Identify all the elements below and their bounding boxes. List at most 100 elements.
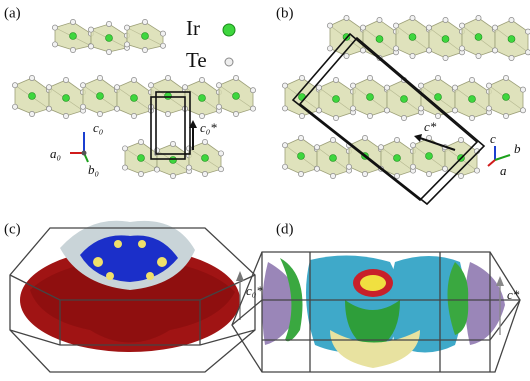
ir-atom — [298, 153, 305, 160]
annotation: c* — [507, 287, 520, 302]
te-atom — [114, 106, 119, 111]
te-atom — [216, 83, 221, 88]
te-atom — [384, 85, 389, 90]
te-atom — [503, 113, 508, 118]
te-atom — [452, 85, 457, 90]
te-atom — [202, 171, 207, 176]
te-atom — [298, 171, 303, 176]
te-atom — [435, 75, 440, 80]
ir-atom — [367, 94, 374, 101]
te-atom — [316, 85, 321, 90]
panel-label: (d) — [276, 221, 294, 237]
te-atom — [282, 143, 287, 148]
te-atom — [186, 165, 191, 170]
te-atom — [12, 83, 17, 88]
te-atom — [216, 104, 221, 109]
ir-atom — [29, 93, 36, 100]
te-atom — [148, 83, 153, 88]
ir-atom — [202, 155, 209, 162]
ir-atom — [426, 153, 433, 160]
te-atom — [46, 85, 51, 90]
ir-atom — [376, 36, 383, 43]
te-atom — [410, 143, 415, 148]
te-atom — [52, 25, 57, 30]
te-atom — [346, 164, 351, 169]
te-atom — [330, 137, 335, 142]
axis-glyph-a — [70, 132, 88, 162]
ir-atom — [170, 157, 177, 164]
te-atom — [458, 173, 463, 178]
te-atom — [124, 42, 129, 47]
ir-atom — [106, 35, 113, 42]
te-atom — [426, 25, 431, 30]
te-atom — [202, 139, 207, 144]
te-atom — [509, 55, 514, 60]
te-atom — [138, 139, 143, 144]
te-atom — [426, 48, 431, 53]
ir-atom — [394, 155, 401, 162]
ir-atom — [333, 96, 340, 103]
te-atom — [394, 173, 399, 178]
te-atom — [97, 111, 102, 116]
te-atom — [170, 141, 175, 146]
te-atom — [12, 104, 17, 109]
te-legend-marker — [225, 58, 233, 66]
ir-legend-marker — [223, 24, 235, 36]
te-atom — [327, 46, 332, 51]
axis-label: c₀ — [93, 120, 103, 135]
te-atom — [233, 75, 238, 80]
ir-atom — [233, 93, 240, 100]
te-atom — [170, 173, 175, 178]
te-atom — [314, 145, 319, 150]
ir-atom — [475, 34, 482, 41]
te-atom — [503, 75, 508, 80]
te-atom — [492, 48, 497, 53]
te-atom — [199, 113, 204, 118]
te-atom — [458, 137, 463, 142]
te-atom — [410, 53, 415, 58]
te-atom — [165, 75, 170, 80]
te-atom — [282, 164, 287, 169]
te-atom — [250, 106, 255, 111]
axis-label: b — [514, 141, 521, 156]
te-atom — [384, 108, 389, 113]
ir-atom — [63, 95, 70, 102]
te-atom — [520, 108, 525, 113]
te-atom — [377, 17, 382, 22]
te-atom — [344, 53, 349, 58]
te-atom — [442, 166, 447, 171]
te-atom — [63, 113, 68, 118]
te-atom — [367, 113, 372, 118]
te-atom — [131, 113, 136, 118]
te-atom — [218, 151, 223, 156]
te-atom — [418, 106, 423, 111]
axis-label: b₀ — [88, 162, 99, 177]
te-atom — [282, 106, 287, 111]
te-atom — [443, 55, 448, 60]
te-atom — [29, 75, 34, 80]
te-atom — [165, 111, 170, 116]
te-atom — [160, 43, 165, 48]
te-atom — [486, 83, 491, 88]
te-atom — [154, 148, 159, 153]
te-atom — [124, 25, 129, 30]
te-atom — [154, 167, 159, 172]
ir-atom — [508, 36, 515, 43]
te-atom — [218, 167, 223, 172]
te-atom — [327, 23, 332, 28]
te-atom — [443, 17, 448, 22]
te-atom — [233, 111, 238, 116]
te-atom — [476, 53, 481, 58]
annotation: c* — [424, 119, 437, 134]
te-atom — [138, 171, 143, 176]
axis-label: c — [490, 131, 496, 146]
annotation: c₀* — [200, 120, 217, 135]
te-atom — [250, 88, 255, 93]
te-atom — [474, 168, 479, 173]
te-atom — [314, 166, 319, 171]
te-atom — [393, 23, 398, 28]
te-atom — [80, 104, 85, 109]
te-atom — [63, 77, 68, 82]
ir-atom — [97, 93, 104, 100]
ir-atom — [131, 95, 138, 102]
